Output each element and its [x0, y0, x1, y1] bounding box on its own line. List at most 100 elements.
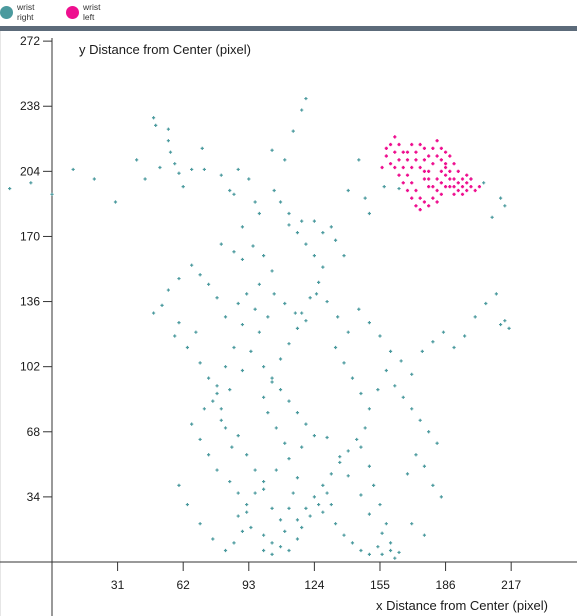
legend-marker-wrist-right — [0, 6, 13, 19]
data-point — [427, 154, 431, 158]
data-point — [448, 177, 452, 181]
data-point — [367, 512, 371, 516]
data-point — [456, 169, 460, 173]
data-point — [405, 173, 410, 177]
data-point — [399, 359, 403, 363]
data-point — [465, 181, 469, 185]
data-point — [190, 263, 194, 267]
data-point — [135, 158, 139, 162]
data-point — [405, 472, 410, 476]
data-point — [236, 434, 240, 438]
data-point — [228, 479, 232, 484]
data-point — [295, 231, 300, 235]
data-point — [249, 525, 253, 530]
data-point — [270, 380, 274, 384]
data-point — [435, 188, 439, 193]
data-point — [363, 426, 367, 430]
data-point — [384, 368, 388, 373]
data-point — [181, 185, 185, 189]
data-point — [219, 242, 223, 246]
data-point — [278, 545, 283, 549]
data-point — [312, 219, 316, 223]
data-point — [236, 514, 240, 518]
data-point — [397, 186, 401, 191]
data-point — [173, 334, 177, 338]
data-point — [325, 435, 329, 440]
data-point — [325, 299, 329, 304]
data-point — [380, 552, 384, 556]
data-point — [278, 200, 283, 204]
data-point — [482, 181, 486, 185]
plot-area[interactable] — [0, 31, 577, 616]
data-point — [223, 426, 228, 430]
data-point — [295, 411, 300, 415]
data-point — [262, 365, 266, 369]
data-point — [113, 200, 118, 204]
data-point — [287, 548, 291, 553]
data-point — [300, 108, 304, 112]
data-point — [287, 211, 291, 216]
data-point — [240, 529, 245, 533]
data-point — [452, 345, 456, 350]
data-point — [185, 345, 190, 350]
data-point — [304, 506, 308, 510]
data-point — [439, 169, 443, 173]
data-point — [388, 142, 393, 147]
data-point — [363, 196, 367, 200]
legend-label-bottom: left — [83, 12, 95, 22]
data-point — [378, 334, 382, 338]
data-point — [388, 541, 393, 545]
data-point — [431, 483, 435, 487]
data-point — [270, 269, 274, 273]
data-point — [206, 376, 211, 380]
data-point — [422, 146, 427, 150]
data-point — [357, 158, 361, 162]
series-wrist-right — [8, 96, 511, 560]
data-point — [333, 238, 338, 242]
data-point — [300, 525, 304, 530]
data-point — [435, 200, 439, 204]
data-point — [420, 349, 424, 353]
data-point — [295, 326, 300, 330]
chart-header-divider — [0, 26, 577, 31]
data-point — [405, 188, 410, 193]
data-point — [287, 456, 291, 461]
data-point — [287, 399, 291, 403]
data-point — [245, 502, 249, 507]
legend-label-top: wrist — [17, 2, 35, 12]
data-point — [418, 418, 422, 422]
data-point — [384, 154, 388, 158]
y-tick-label: 68 — [27, 425, 41, 439]
data-point — [177, 321, 181, 325]
data-point — [240, 225, 245, 229]
data-point — [431, 196, 435, 200]
data-point — [469, 177, 473, 181]
data-point — [325, 491, 329, 495]
x-tick-label: 155 — [370, 578, 390, 592]
legend-label-top: wrist — [83, 2, 101, 12]
data-point — [253, 307, 257, 311]
data-point — [177, 483, 181, 487]
data-point — [448, 169, 452, 173]
data-point — [452, 192, 456, 196]
data-point — [270, 376, 274, 380]
x-axis-title: x Distance from Center (pixel) — [376, 598, 548, 613]
data-point — [448, 185, 452, 189]
data-point — [431, 185, 435, 189]
data-point — [317, 502, 321, 507]
data-point — [456, 188, 460, 193]
data-point — [287, 506, 291, 510]
data-point — [422, 200, 427, 204]
data-point — [211, 537, 215, 541]
data-point — [384, 522, 388, 526]
data-point — [151, 116, 156, 120]
data-point — [321, 265, 325, 269]
data-point — [405, 158, 410, 162]
data-point — [262, 533, 266, 537]
data-point — [418, 142, 422, 147]
data-point — [431, 340, 435, 344]
data-point — [350, 541, 355, 545]
series-wrist-left — [380, 135, 482, 212]
data-point — [257, 211, 261, 216]
data-point — [410, 196, 414, 200]
